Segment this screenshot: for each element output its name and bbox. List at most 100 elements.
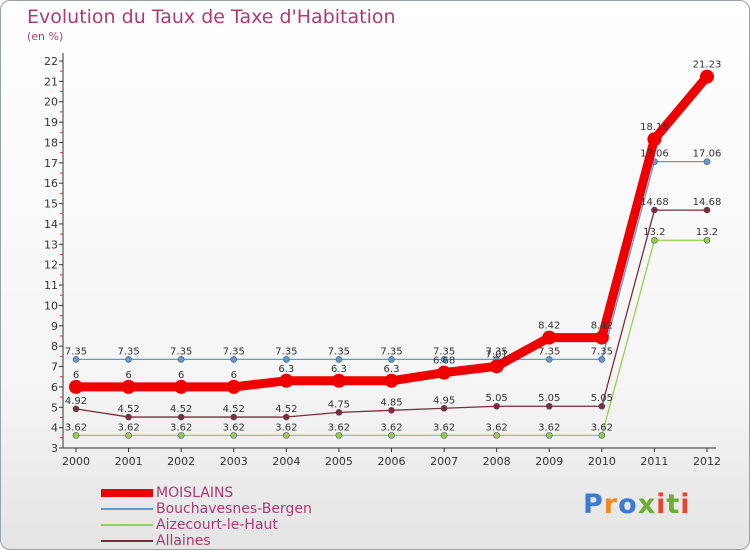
data-label: 4.85 <box>380 397 402 408</box>
y-tick-label: 18 <box>44 136 58 149</box>
data-point <box>388 356 395 363</box>
data-point <box>700 69 714 84</box>
data-point <box>230 413 238 421</box>
y-tick-label: 9 <box>51 320 58 333</box>
data-point <box>177 432 185 439</box>
data-point <box>283 356 290 363</box>
data-label: 7.35 <box>486 346 508 357</box>
data-point <box>279 373 294 388</box>
x-tick-label: 2008 <box>483 455 511 468</box>
y-tick-label: 5 <box>51 401 58 414</box>
series-line-moislains <box>71 72 712 392</box>
data-point <box>440 432 448 439</box>
data-label: 7.35 <box>275 346 297 357</box>
data-label: 6.3 <box>331 364 347 375</box>
data-label: 7.35 <box>117 346 139 357</box>
y-tick-label: 6 <box>51 381 58 394</box>
data-point <box>335 409 343 416</box>
data-point <box>703 236 711 244</box>
data-point <box>283 413 290 421</box>
data-label: 4.52 <box>275 404 297 415</box>
data-label: 14.68 <box>693 197 722 208</box>
y-tick-label: 20 <box>44 96 58 109</box>
data-label: 3.62 <box>538 422 560 433</box>
data-label: 3.62 <box>223 422 245 433</box>
data-point <box>598 402 606 410</box>
data-point <box>651 206 658 214</box>
x-tick-label: 2002 <box>167 455 195 468</box>
y-tick-label: 22 <box>44 55 58 68</box>
x-tick-label: 2011 <box>640 455 668 468</box>
data-label: 4.95 <box>433 395 455 406</box>
x-tick-label: 2009 <box>535 455 563 468</box>
x-tick-label: 2003 <box>220 455 248 468</box>
legend-label: MOISLAINS <box>156 485 234 501</box>
y-tick-label: 21 <box>44 75 58 88</box>
data-label: 3.62 <box>65 422 87 433</box>
data-point <box>121 379 136 394</box>
data-label: 3.62 <box>433 422 455 433</box>
data-point <box>598 356 606 363</box>
data-label: 3.62 <box>328 422 350 433</box>
legend-label: Allaines <box>156 533 211 549</box>
data-label: 4.52 <box>223 404 245 415</box>
logo-letter: o <box>618 489 638 520</box>
data-point <box>72 405 80 413</box>
x-tick-label: 2012 <box>693 455 721 468</box>
data-label: 6.68 <box>433 356 455 367</box>
logo-letter: P <box>583 489 604 520</box>
y-tick-label: 8 <box>51 340 58 353</box>
data-point <box>177 413 185 421</box>
data-point <box>331 373 346 388</box>
data-label: 14.68 <box>640 197 669 208</box>
data-label: 6 <box>178 370 184 381</box>
data-label: 4.92 <box>65 396 87 407</box>
data-point <box>651 236 658 244</box>
y-tick-label: 16 <box>44 177 58 190</box>
data-label: 13.2 <box>696 227 718 238</box>
data-label: 5.05 <box>538 393 560 404</box>
data-label: 7.35 <box>380 346 402 357</box>
logo-letter: t <box>666 489 681 520</box>
data-point <box>598 432 606 439</box>
legend-label: Aizecourt-le-Haut <box>156 517 278 533</box>
data-label: 3.62 <box>275 422 297 433</box>
data-point <box>703 158 711 165</box>
data-point <box>489 359 504 374</box>
x-tick-label: 2010 <box>588 455 616 468</box>
data-point <box>335 356 343 363</box>
x-tick-label: 2000 <box>62 455 90 468</box>
logo-letter: r <box>603 489 619 520</box>
chart-title: Evolution du Taux de Taxe d'Habitation <box>27 6 396 28</box>
data-label: 7.35 <box>223 346 245 357</box>
data-label: 3.62 <box>117 422 139 433</box>
data-label: 6.3 <box>278 364 294 375</box>
data-point <box>440 404 448 412</box>
data-point <box>388 407 395 414</box>
data-label: 8.42 <box>591 321 613 332</box>
data-point <box>545 402 553 410</box>
legend-swatch <box>101 524 153 526</box>
data-point <box>125 432 132 439</box>
data-label: 6.3 <box>384 364 400 375</box>
y-tick-label: 17 <box>44 157 58 170</box>
data-label: 7.35 <box>170 346 192 357</box>
x-tick-label: 2006 <box>378 455 406 468</box>
data-label: 13.2 <box>643 227 665 238</box>
y-tick-label: 4 <box>51 422 58 435</box>
logo-letter: x <box>637 489 657 520</box>
data-label: 18.16 <box>640 122 669 133</box>
data-point <box>125 356 132 363</box>
data-point <box>594 330 609 345</box>
data-label: 5.05 <box>486 393 508 404</box>
data-label: 7.35 <box>433 346 455 357</box>
y-tick-label: 13 <box>44 238 58 251</box>
y-tick-label: 15 <box>44 198 58 211</box>
data-point <box>388 432 395 439</box>
y-tick-label: 10 <box>44 299 58 312</box>
data-point <box>335 432 343 439</box>
x-tick-label: 2007 <box>430 455 458 468</box>
data-label: 17.06 <box>640 149 669 160</box>
data-label: 7.35 <box>328 346 350 357</box>
